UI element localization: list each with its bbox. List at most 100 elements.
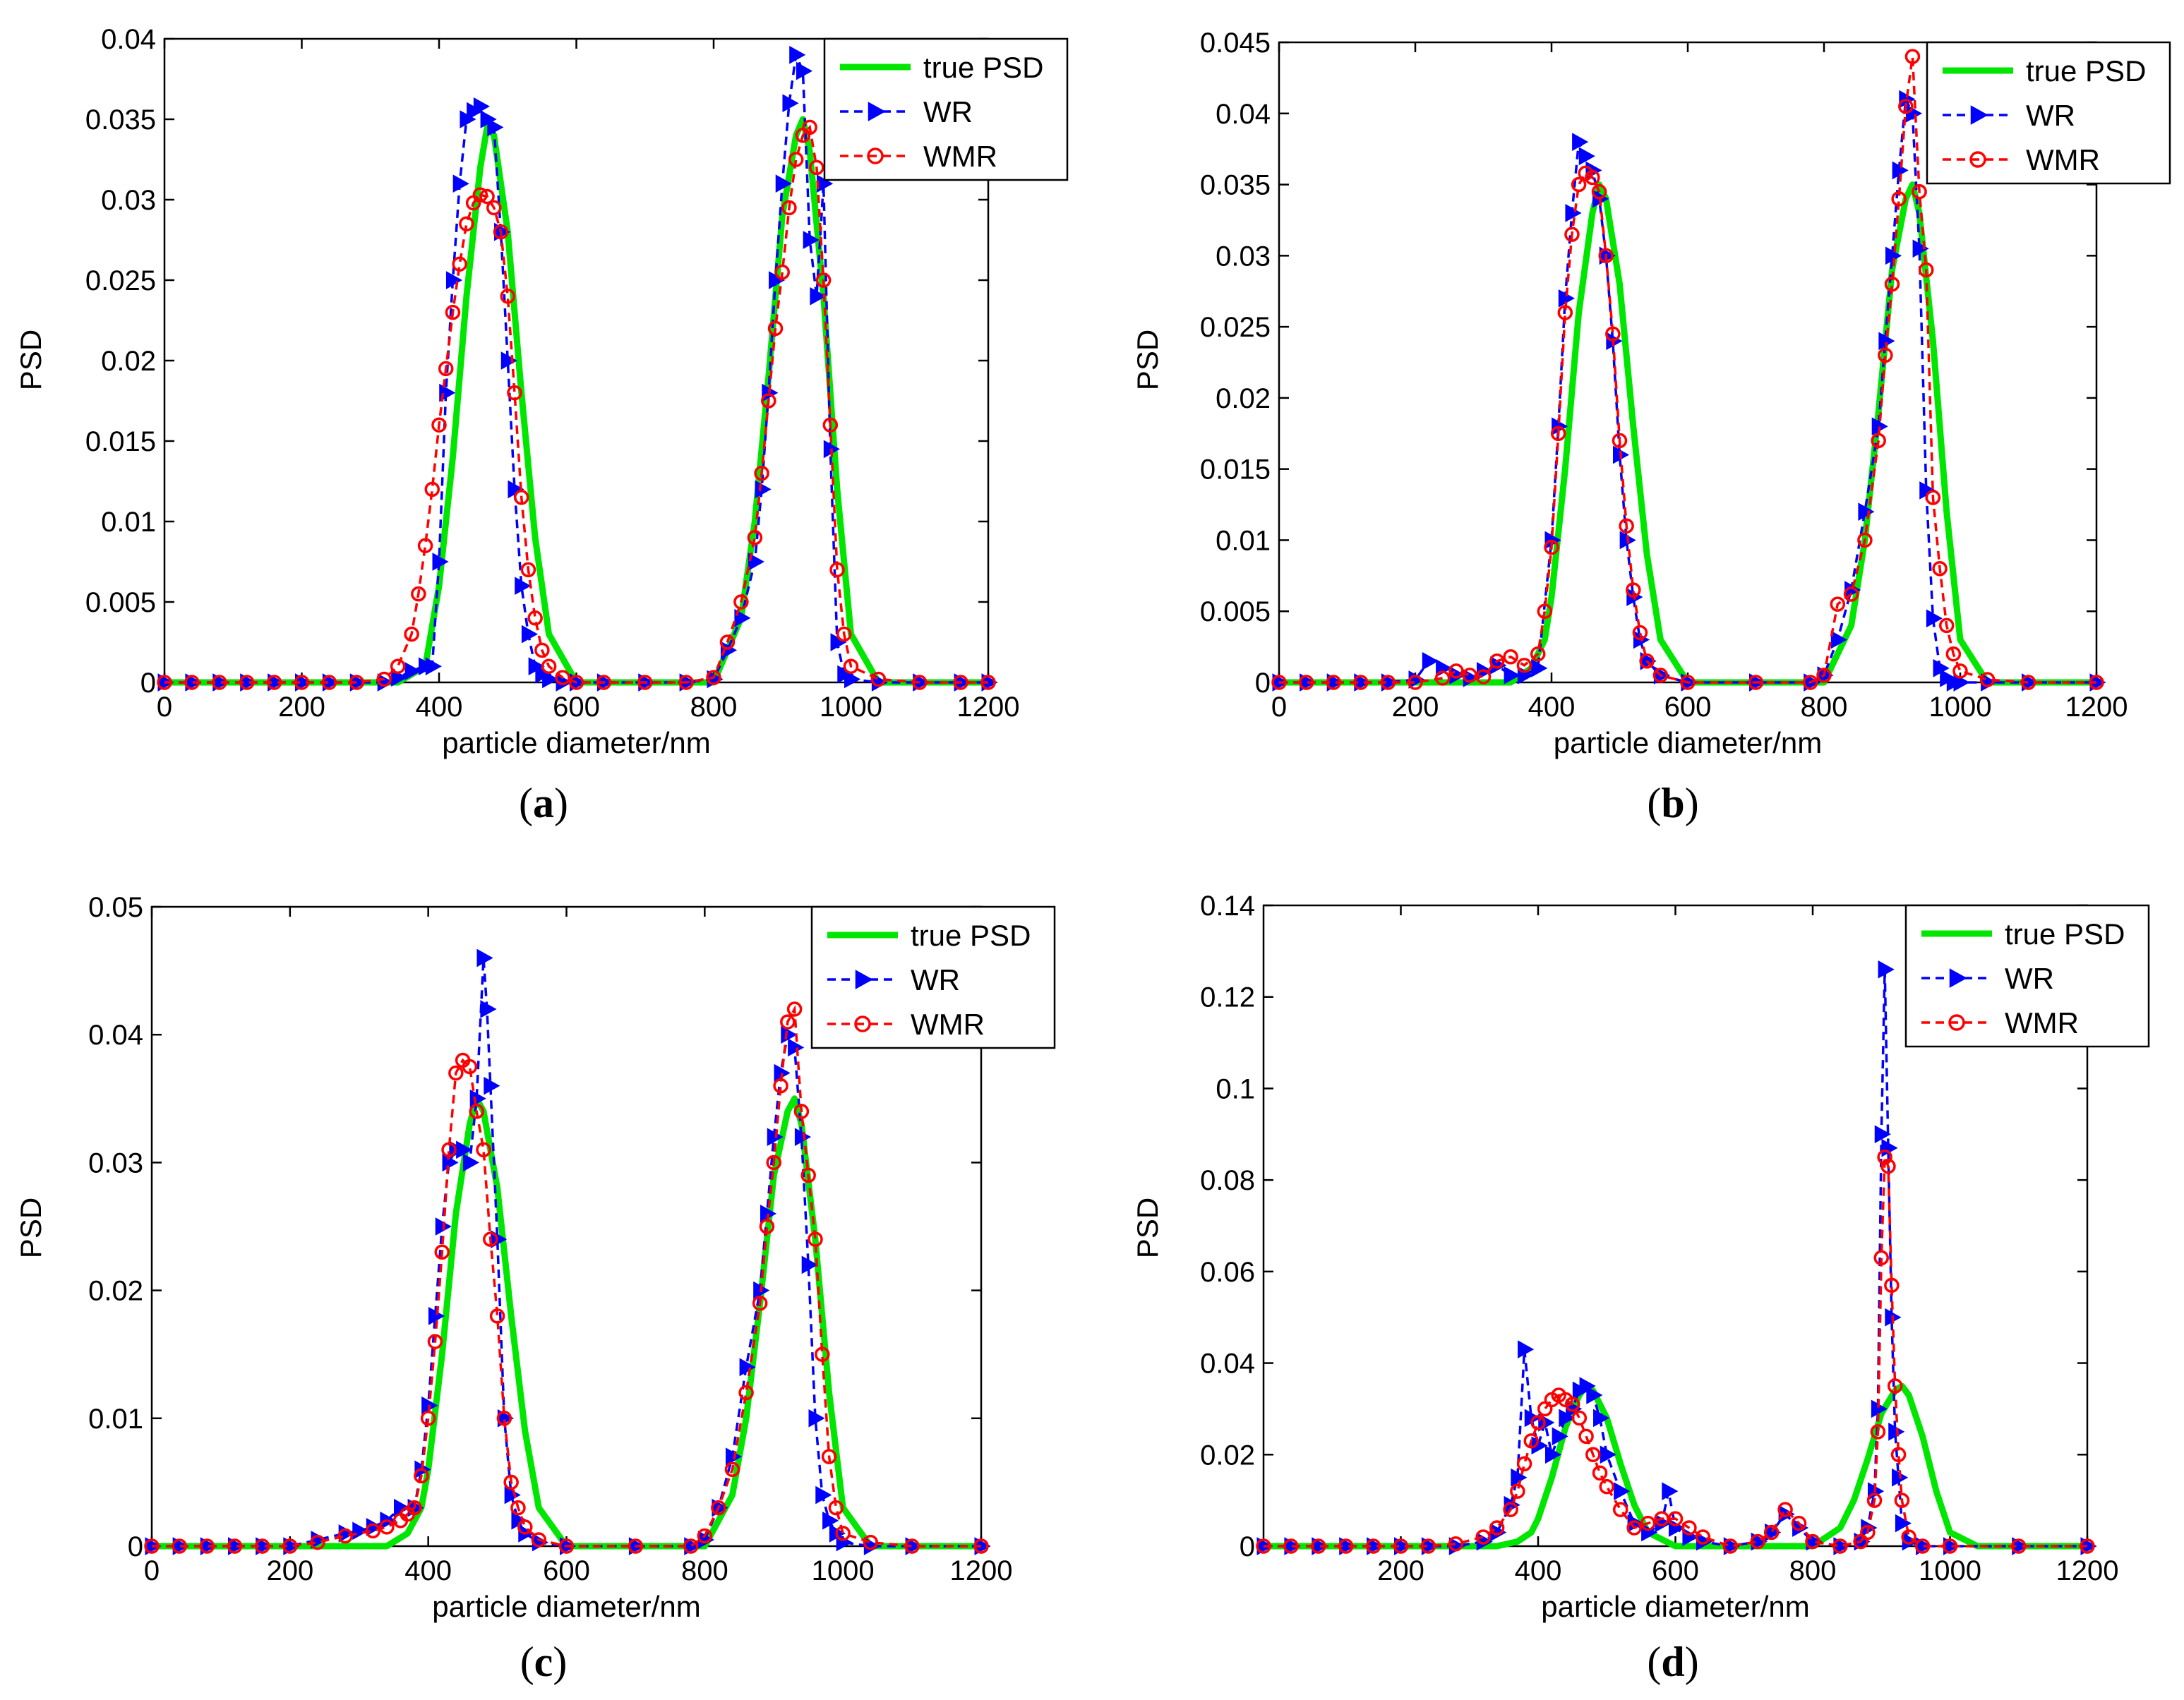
data-point-wmr [407,1500,422,1516]
chart-panel-b: 0 200 400 600 800 1000 1200 0 0.005 0.01 0.015 0.02… [1131,28,2171,826]
y-tick-label: 0.02 [88,1276,143,1307]
data-point-wr [1544,1445,1562,1464]
data-point-wmr [157,675,172,690]
data-point-wmr [1891,191,1907,207]
data-point-wmr [404,626,419,642]
data-point-wmr [476,1142,491,1158]
data-point-wr [1858,502,1875,521]
legend-label: WMR [2005,1006,2079,1039]
x-tick-label: 600 [543,1555,590,1586]
data-point-wmr [1578,1428,1594,1445]
y-tick-label: 0.02 [1200,1440,1255,1471]
data-point-wmr [1564,1397,1580,1412]
legend-box [1904,904,2150,1048]
data-point-wr [1565,204,1582,222]
data-point-wr [1531,658,1548,677]
data-point-wmr [1898,98,1914,114]
data-point-wr [801,1255,818,1274]
data-point-wmr [1843,586,1859,602]
data-point-wmr [1904,49,1921,64]
panel-caption: (a) [519,780,568,826]
data-point-wmr [1598,248,1614,264]
legend: true PSD WR WMR [810,905,1056,1049]
data-point-wmr [1571,176,1587,193]
data-point-wmr [835,1526,851,1541]
legend: true PSD WR WMR [1926,41,2171,185]
data-point-wmr [1912,183,1927,200]
x-tick-label: 200 [1392,692,1439,723]
data-point-wr [803,231,820,249]
data-point-wmr [459,216,474,231]
legend-label: true PSD [2026,54,2146,88]
y-tick-label: 0.03 [88,1147,143,1178]
series-wmr [144,1001,989,1554]
series-wmr [1271,49,2104,690]
data-point-wmr [752,1295,768,1311]
data-point-wmr [199,1538,215,1554]
data-point-wmr [1884,1277,1900,1294]
y-tick-label: 0.03 [1216,241,1271,272]
data-point-wr [445,271,463,289]
data-point-wmr [1880,1158,1896,1174]
data-point-wmr [1866,1493,1883,1508]
data-point-wmr [414,1468,429,1484]
data-point-wmr [822,417,839,433]
data-point-wmr [1592,1465,1608,1481]
data-point-wmr [1510,1483,1525,1499]
legend-label: WR [923,95,973,128]
data-point-wr [432,553,449,571]
data-point-wr [480,1000,497,1018]
data-point-wmr [719,634,736,650]
x-axis-label: particle diameter/nm [1554,726,1822,759]
data-point-wmr [786,1001,803,1017]
data-point-wmr [1722,1538,1739,1554]
x-tick-label: 0 [144,1555,160,1586]
x-tick-label: 0 [157,692,172,723]
data-point-wr [1593,1409,1610,1428]
data-point-wmr [486,200,502,216]
y-tick-label: 0.015 [1200,454,1271,486]
series-line-wr [1279,95,2096,684]
data-point-wr [1518,1340,1535,1358]
data-point-wmr [1681,1520,1697,1536]
data-point-wmr [1448,663,1464,679]
data-point-wmr [1591,183,1607,200]
y-tick-label: 0.005 [1200,596,1271,627]
data-point-wmr [1626,582,1641,598]
data-point-wr [542,670,559,689]
data-point-wmr [379,1519,395,1535]
data-point-wmr [1516,658,1532,673]
data-point-wmr [1763,1524,1780,1541]
data-point-wmr [1298,675,1314,690]
data-point-wr [796,61,813,80]
data-point-wr [1662,1482,1679,1501]
data-point-wmr [527,610,543,626]
data-point-wmr [1612,433,1628,449]
data-point-wmr [1605,326,1621,342]
legend-marker-wmr [867,147,884,164]
series-wr [157,45,998,692]
data-point-wmr [793,1104,810,1119]
data-point-wmr [431,417,447,433]
panel-caption: (c) [520,1639,568,1685]
x-tick-label: 1200 [2056,1555,2119,1586]
data-point-wmr [555,670,570,685]
series-line-true-psd [1264,1382,2087,1550]
x-tick-label: 1000 [812,1555,875,1586]
chart-panel-d: 200 400 600 800 1000 1200 0 0.02 0.04 0.06 0.08 0.1… [1131,891,2150,1685]
data-point-wmr [1932,561,1948,577]
series-wr [145,948,991,1555]
data-point-wmr [1571,1410,1588,1426]
data-point-wmr [517,1519,533,1535]
data-point-wmr [1791,1515,1807,1531]
legend: true PSD WR WMR [823,37,1069,181]
data-point-wmr [1979,672,1996,687]
series-wr [1256,960,2097,1555]
x-axis-label: particle diameter/nm [442,726,710,759]
data-point-wmr [531,1532,547,1548]
x-tick-label: 1200 [957,692,1020,723]
data-point-wr [1586,1386,1603,1404]
data-point-wmr [766,1155,781,1171]
data-point-wmr [1695,1529,1711,1545]
